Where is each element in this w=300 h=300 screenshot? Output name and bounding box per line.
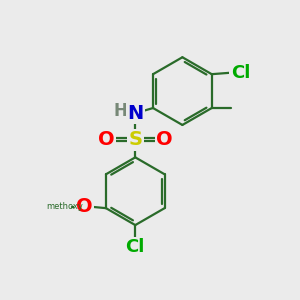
Text: O: O	[156, 130, 173, 149]
Text: O: O	[98, 130, 114, 149]
Text: O: O	[76, 197, 92, 216]
Text: methoxy: methoxy	[46, 202, 83, 211]
Text: Cl: Cl	[126, 238, 145, 256]
Text: H: H	[113, 102, 127, 120]
Text: S: S	[128, 130, 142, 149]
Text: Cl: Cl	[231, 64, 250, 82]
Text: N: N	[127, 104, 143, 123]
